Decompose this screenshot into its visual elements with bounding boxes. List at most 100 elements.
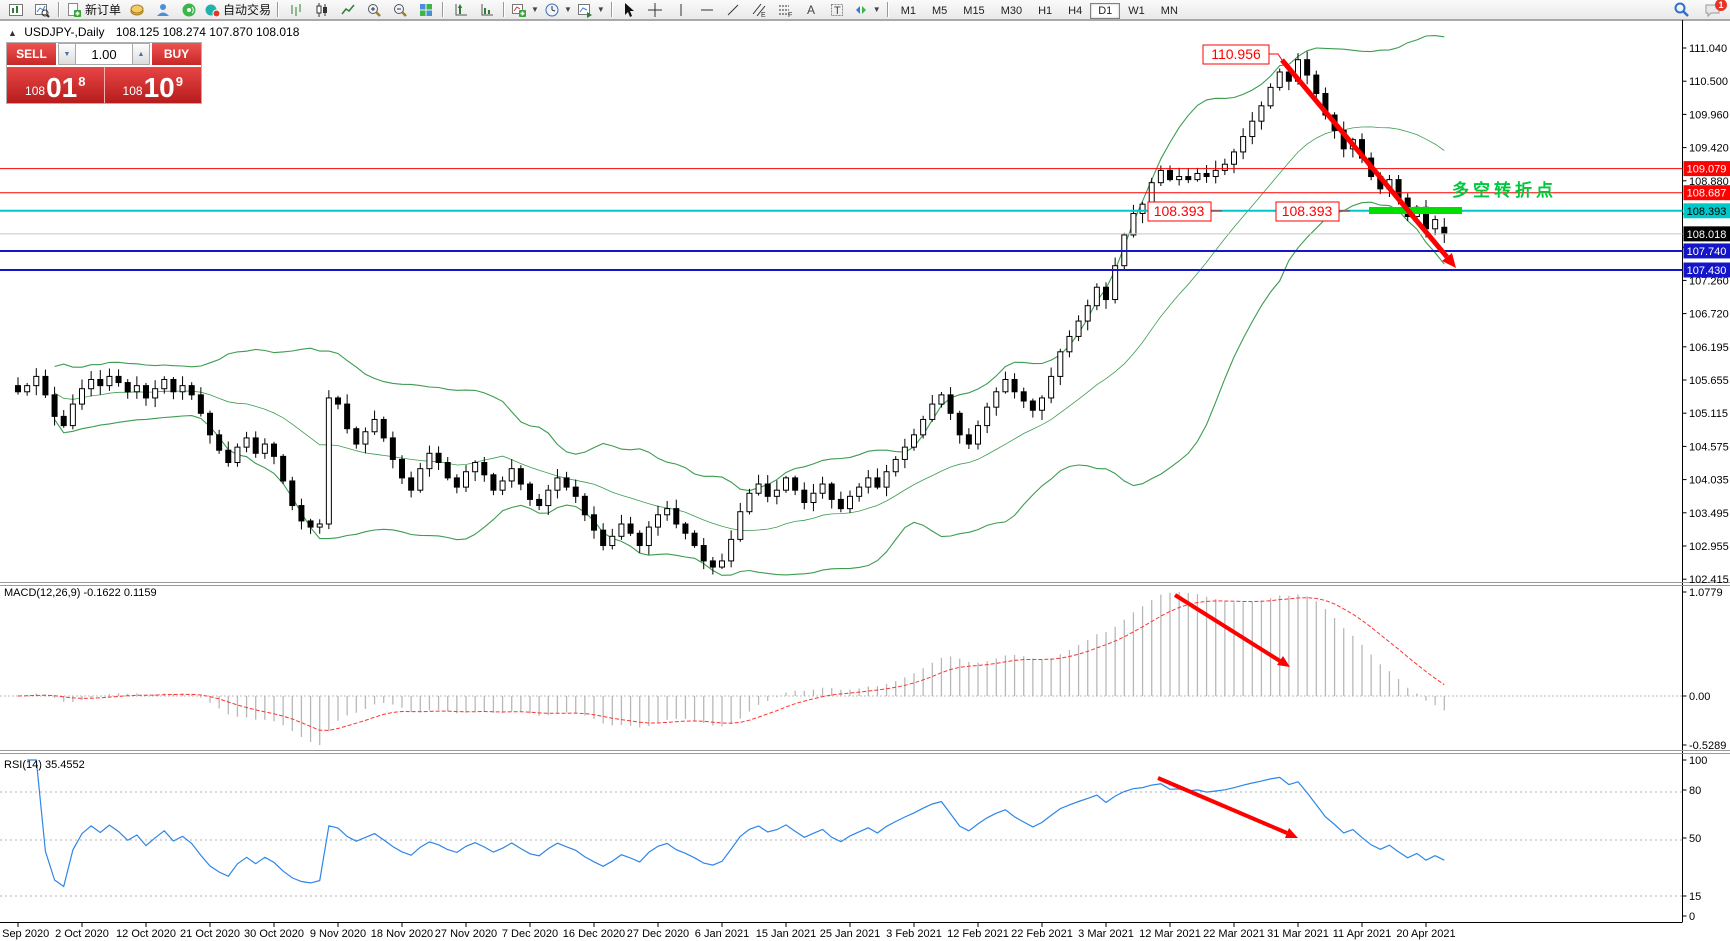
volume-up-button[interactable]: ▲ [132, 43, 150, 65]
timeframe-group: M1 M5 M15 M30 H1 H4 D1 W1 MN [893, 1, 1186, 19]
toolbar-separator [886, 2, 889, 17]
chart-profiles-icon[interactable] [29, 1, 54, 19]
candlestick-mode-icon[interactable] [309, 1, 334, 19]
vertical-line-tool-icon[interactable] [669, 1, 694, 19]
crosshair-tool-icon[interactable] [643, 1, 668, 19]
svg-text:A: A [807, 3, 815, 17]
rsi-line [27, 759, 1445, 888]
sell-price-prefix: 108 [25, 84, 46, 98]
text-tool-icon[interactable]: A [799, 1, 824, 19]
timeframe-M30[interactable]: M30 [1000, 4, 1023, 17]
trend-arrow-main[interactable] [1280, 58, 1456, 268]
trend-arrow-macd[interactable] [1173, 593, 1290, 667]
price-badge-label: 109.079 [1687, 164, 1727, 176]
date-label: 20 Apr 2021 [1396, 928, 1455, 940]
collapse-arrow-icon[interactable]: ▲ [8, 28, 17, 38]
price-tick-label: 104.575 [1689, 441, 1729, 453]
notification-badge: 1 [1715, 0, 1727, 11]
periods-menu-button[interactable]: ▼ [542, 1, 574, 19]
market-icon[interactable] [124, 1, 149, 19]
line-chart-mode-icon[interactable] [335, 1, 360, 19]
symbol-header: ▲ USDJPY-,Daily 108.125 108.274 107.870 … [8, 25, 299, 39]
date-label: 27 Dec 2020 [627, 928, 689, 940]
sell-button[interactable]: SELL [7, 43, 56, 65]
timeframe-MN[interactable]: MN [1160, 4, 1178, 17]
price-badge [1683, 161, 1730, 177]
signals-icon[interactable] [176, 1, 201, 19]
horizontal-line-tool-icon[interactable] [695, 1, 720, 19]
date-label: 11 Apr 2021 [1333, 928, 1392, 940]
macd-axis-label: 1.0779 [1689, 587, 1723, 599]
rsi-axis-label: 100 [1689, 755, 1707, 767]
toolbar-separator [503, 2, 506, 17]
chat-icon[interactable]: 1 [1700, 0, 1727, 19]
peak-price-label[interactable]: 110.956 [1202, 44, 1285, 65]
fibonacci-tool-icon[interactable]: F [773, 1, 798, 19]
svg-text:110.956: 110.956 [1211, 46, 1261, 62]
buy-price[interactable]: 108 10 9 [104, 67, 201, 103]
price-tick-label: 102.955 [1689, 541, 1729, 553]
dropdown-caret: ▼ [872, 5, 881, 14]
volume-input[interactable] [76, 43, 132, 65]
indicator-subwindow-icon[interactable] [474, 1, 499, 19]
cursor-tool-icon[interactable] [617, 1, 642, 19]
new-chart-icon[interactable] [3, 1, 28, 19]
turning-point-note[interactable]: 多空转折点 [1452, 180, 1557, 200]
tile-windows-icon[interactable] [413, 1, 438, 19]
volume-down-button[interactable]: ▼ [58, 43, 76, 65]
dropdown-caret: ▼ [596, 5, 605, 14]
label-tool-icon[interactable]: T [825, 1, 850, 19]
search-icon[interactable] [1669, 1, 1694, 19]
price-tick-label: 110.500 [1689, 76, 1728, 88]
sell-price[interactable]: 108 01 8 [7, 67, 105, 103]
svg-text:108.393: 108.393 [1154, 203, 1205, 219]
date-label: 12 Feb 2021 [947, 928, 1009, 940]
timeframe-W1[interactable]: W1 [1128, 4, 1145, 17]
shapes-tool-button[interactable]: ▼ [851, 1, 883, 19]
macd-label: MACD(12,26,9) -0.1622 0.1159 [4, 587, 157, 599]
zoom-out-icon[interactable] [387, 1, 412, 19]
support-highlight-bar[interactable] [1369, 207, 1462, 214]
autotrading-button[interactable]: 自动交易 [202, 1, 273, 19]
chart-area[interactable]: 111.040 110.500 109.960 109.420 108.880 108.3… [0, 20, 1730, 941]
community-icon[interactable] [150, 1, 175, 19]
indicator-window-icon[interactable] [448, 1, 473, 19]
zoom-in-icon[interactable] [361, 1, 386, 19]
buy-price-big: 10 [143, 72, 175, 103]
timeframe-M1[interactable]: M1 [900, 4, 916, 17]
level-price-label[interactable]: 108.393 [1275, 201, 1350, 222]
timeframe-M5[interactable]: M5 [932, 4, 948, 17]
indicators-menu-button[interactable]: ▼ [509, 1, 541, 19]
bar-chart-mode-icon[interactable] [283, 1, 308, 19]
price-tick-label: 102.415 [1689, 574, 1729, 586]
rsi-axis-label: 0 [1689, 911, 1695, 923]
price-badge [1683, 243, 1730, 259]
templates-menu-button[interactable]: ▼ [575, 1, 607, 19]
sell-price-big: 01 [46, 72, 78, 103]
timeframe-M15[interactable]: M15 [963, 4, 985, 17]
price-badge-label: 108.687 [1687, 188, 1727, 200]
channel-tool-icon[interactable]: E [747, 1, 772, 19]
timeframe-D1[interactable]: D1 [1090, 2, 1121, 19]
buy-price-prefix: 108 [122, 84, 143, 98]
price-tick-label: 103.495 [1689, 508, 1729, 520]
buy-button[interactable]: BUY [152, 43, 201, 65]
date-label: 6 Jan 2021 [695, 928, 749, 940]
timeframe-H1[interactable]: H1 [1038, 4, 1053, 17]
rsi-axis-label: 50 [1689, 833, 1701, 845]
date-label: 16 Dec 2020 [563, 928, 625, 940]
trend-arrow-rsi[interactable] [1157, 776, 1298, 838]
timeframe-H4[interactable]: H4 [1068, 4, 1083, 17]
date-label: 9 Nov 2020 [310, 928, 366, 940]
rsi-axis-label: 80 [1689, 785, 1701, 797]
new-order-button[interactable]: 新订单 [64, 1, 123, 19]
trendline-tool-icon[interactable] [721, 1, 746, 19]
new-order-label: 新订单 [85, 3, 122, 17]
symbol-title: USDJPY-,Daily [24, 25, 105, 39]
level-price-label[interactable]: 108.393 [1147, 201, 1222, 222]
price-badge-label: 107.740 [1687, 246, 1727, 258]
dropdown-caret: ▼ [563, 5, 572, 14]
price-tick-label: 106.720 [1689, 309, 1729, 321]
date-label: 18 Nov 2020 [371, 928, 433, 940]
